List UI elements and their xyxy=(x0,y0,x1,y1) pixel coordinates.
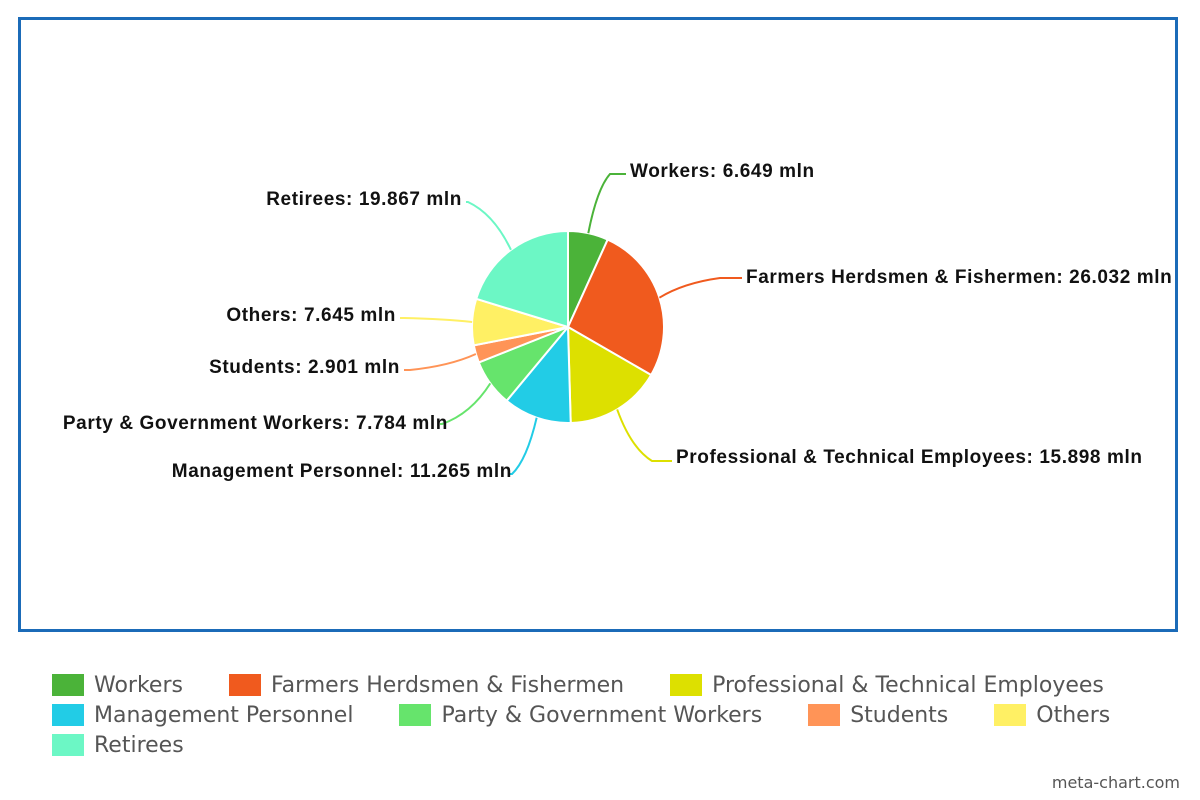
data-label-party-government-workers: Party & Government Workers: 7.784 mln xyxy=(63,413,448,434)
leader-line-others xyxy=(400,317,473,323)
data-label-management-personnel: Management Personnel: 11.265 mln xyxy=(172,461,512,482)
legend-swatch xyxy=(399,704,432,726)
pie-slice-farmers-herdsmen-fishermen[interactable] xyxy=(566,238,665,377)
legend-item-students[interactable]: Students xyxy=(808,703,948,728)
legend-label: Management Personnel xyxy=(94,702,354,728)
legend-label: Professional & Technical Employees xyxy=(712,672,1104,698)
pie-leader-lines xyxy=(400,173,742,475)
legend-row: Retirees xyxy=(52,730,1172,760)
legend-label: Retirees xyxy=(94,732,184,758)
legend-label: Others xyxy=(1036,702,1111,728)
data-label-retirees: Retirees: 19.867 mln xyxy=(266,189,462,210)
pie-slices xyxy=(471,229,665,424)
leader-line-management-personnel xyxy=(508,417,538,475)
pie-slice-management-personnel[interactable] xyxy=(505,324,572,424)
legend-label: Party & Government Workers xyxy=(441,702,763,728)
leader-line-professional-technical-employees xyxy=(616,409,672,462)
legend-swatch xyxy=(52,704,84,726)
legend-item-workers[interactable]: Workers xyxy=(52,673,183,698)
leader-line-retirees xyxy=(466,201,512,251)
legend-item-farmers[interactable]: Farmers Herdsmen & Fishermen xyxy=(228,672,625,698)
legend-swatch xyxy=(808,704,841,726)
data-label-others: Others: 7.645 mln xyxy=(226,305,396,326)
pie-data-labels: Workers: 6.649 mln Farmers Herdsmen & Fis… xyxy=(63,161,1172,482)
legend-swatch xyxy=(994,704,1027,726)
legend-item-party-government[interactable]: Party & Government Workers xyxy=(399,703,762,728)
legend-item-professional[interactable]: Professional & Technical Employees xyxy=(670,673,1104,698)
legend-label: Farmers Herdsmen & Fishermen xyxy=(270,672,625,698)
data-label-workers: Workers: 6.649 mln xyxy=(630,161,815,182)
legend-item-retirees[interactable]: Retirees xyxy=(52,733,184,758)
leader-line-party-government-workers xyxy=(440,382,492,425)
leader-line-workers xyxy=(587,173,626,234)
legend-item-others[interactable]: Others xyxy=(994,703,1110,728)
legend-row: Workers Farmers Herdsmen & Fishermen Pro… xyxy=(52,670,1172,700)
credit-text[interactable]: meta-chart.com xyxy=(1051,773,1180,792)
data-label-professional-technical-employees: Professional & Technical Employees: 15.8… xyxy=(676,447,1143,468)
leader-line-students xyxy=(404,353,477,371)
legend-label: Workers xyxy=(94,672,183,698)
legend-row: Management Personnel Party & Government … xyxy=(52,700,1172,730)
leader-line-farmers-herdsmen-fishermen xyxy=(658,277,742,299)
legend-swatch xyxy=(52,674,84,696)
data-label-students: Students: 2.901 mln xyxy=(209,357,400,378)
legend-swatch xyxy=(670,674,703,696)
chart-frame xyxy=(18,17,1178,632)
data-label-farmers-herdsmen-fishermen: Farmers Herdsmen & Fishermen: 26.032 mln xyxy=(746,267,1172,288)
legend-swatch xyxy=(52,734,84,756)
legend-swatch xyxy=(228,674,261,696)
legend-label: Students xyxy=(850,702,949,728)
chart-legend: Workers Farmers Herdsmen & Fishermen Pro… xyxy=(52,670,1172,760)
legend-item-management[interactable]: Management Personnel xyxy=(52,703,353,728)
pie-slice-retirees[interactable] xyxy=(474,229,569,329)
